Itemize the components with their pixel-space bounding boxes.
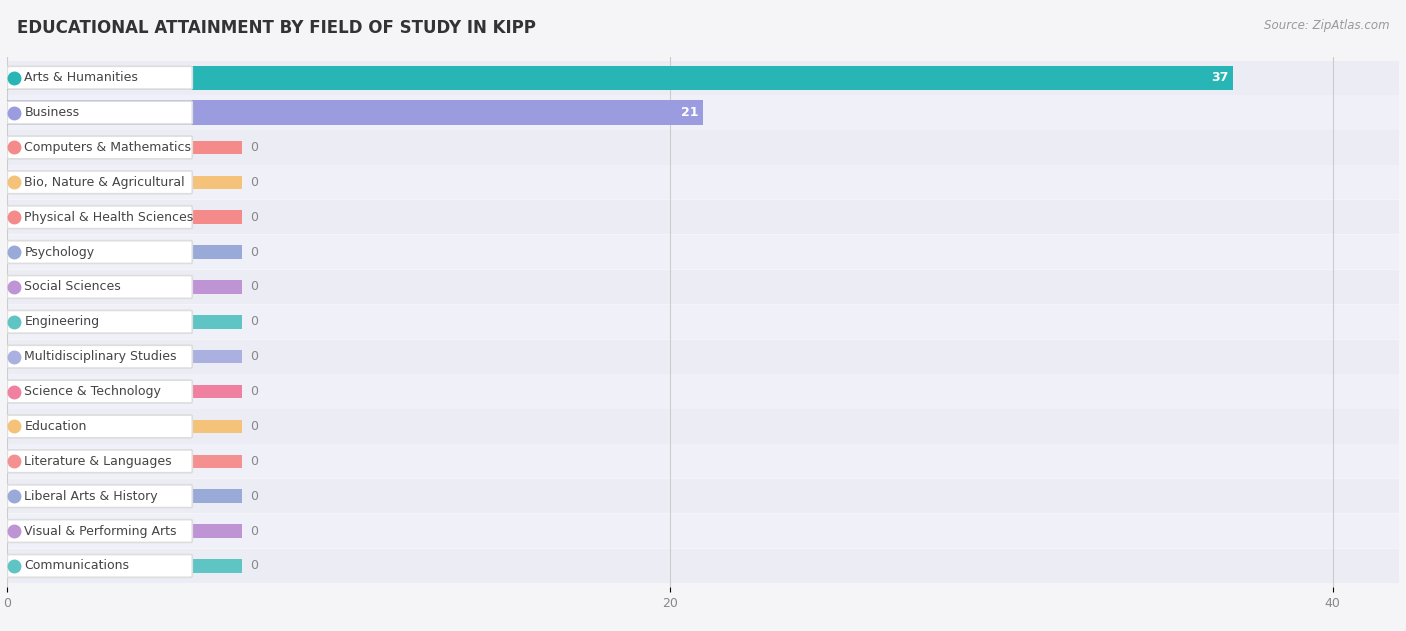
Bar: [7, 66, 1233, 90]
Bar: [183, 211, 242, 224]
Text: 0: 0: [250, 141, 259, 154]
FancyBboxPatch shape: [7, 276, 193, 298]
Text: 37: 37: [1211, 71, 1229, 84]
FancyBboxPatch shape: [7, 555, 193, 577]
Bar: [7, 235, 1399, 269]
Text: Physical & Health Sciences: Physical & Health Sciences: [24, 211, 194, 224]
Bar: [183, 454, 242, 468]
Bar: [183, 524, 242, 538]
FancyBboxPatch shape: [7, 450, 193, 473]
Bar: [183, 280, 242, 293]
Bar: [7, 339, 1399, 374]
Bar: [183, 141, 242, 154]
FancyBboxPatch shape: [7, 520, 193, 543]
FancyBboxPatch shape: [7, 206, 193, 228]
Text: Communications: Communications: [24, 560, 129, 572]
FancyBboxPatch shape: [7, 380, 193, 403]
FancyBboxPatch shape: [7, 66, 193, 89]
FancyBboxPatch shape: [7, 345, 193, 368]
Text: 0: 0: [250, 176, 259, 189]
Bar: [7, 61, 1399, 95]
Text: Visual & Performing Arts: Visual & Performing Arts: [24, 524, 177, 538]
Text: Business: Business: [24, 106, 79, 119]
Bar: [183, 315, 242, 329]
Bar: [7, 374, 1399, 409]
Bar: [7, 270, 1399, 304]
Text: Literature & Languages: Literature & Languages: [24, 455, 172, 468]
Text: 0: 0: [250, 385, 259, 398]
Bar: [183, 559, 242, 572]
Text: Science & Technology: Science & Technology: [24, 385, 162, 398]
Text: 0: 0: [250, 211, 259, 224]
Text: Psychology: Psychology: [24, 245, 94, 259]
Text: Source: ZipAtlas.com: Source: ZipAtlas.com: [1264, 19, 1389, 32]
Bar: [183, 490, 242, 503]
Text: 0: 0: [250, 350, 259, 363]
Text: 0: 0: [250, 280, 259, 293]
FancyBboxPatch shape: [7, 101, 193, 124]
FancyBboxPatch shape: [7, 415, 193, 438]
Text: Arts & Humanities: Arts & Humanities: [24, 71, 138, 84]
Bar: [183, 420, 242, 433]
Bar: [7, 200, 1399, 234]
FancyBboxPatch shape: [7, 136, 193, 159]
Bar: [183, 350, 242, 363]
Text: Engineering: Engineering: [24, 316, 100, 328]
Text: Education: Education: [24, 420, 87, 433]
FancyBboxPatch shape: [7, 310, 193, 333]
Text: 21: 21: [681, 106, 697, 119]
Bar: [183, 175, 242, 189]
Text: 0: 0: [250, 455, 259, 468]
Bar: [7, 514, 1399, 548]
Bar: [7, 95, 1399, 130]
Bar: [7, 305, 1399, 339]
Bar: [7, 100, 703, 125]
Text: 0: 0: [250, 245, 259, 259]
Bar: [7, 410, 1399, 444]
Text: 0: 0: [250, 560, 259, 572]
Text: Multidisciplinary Studies: Multidisciplinary Studies: [24, 350, 177, 363]
Bar: [7, 131, 1399, 165]
Bar: [183, 245, 242, 259]
Bar: [7, 479, 1399, 513]
Text: 0: 0: [250, 316, 259, 328]
Bar: [7, 549, 1399, 583]
Text: 0: 0: [250, 490, 259, 503]
Text: Bio, Nature & Agricultural: Bio, Nature & Agricultural: [24, 176, 184, 189]
FancyBboxPatch shape: [7, 485, 193, 507]
Text: 0: 0: [250, 524, 259, 538]
Bar: [7, 165, 1399, 199]
Bar: [7, 444, 1399, 478]
Text: 0: 0: [250, 420, 259, 433]
Bar: [183, 385, 242, 398]
Text: Computers & Mathematics: Computers & Mathematics: [24, 141, 191, 154]
Text: Social Sciences: Social Sciences: [24, 280, 121, 293]
Text: EDUCATIONAL ATTAINMENT BY FIELD OF STUDY IN KIPP: EDUCATIONAL ATTAINMENT BY FIELD OF STUDY…: [17, 19, 536, 37]
FancyBboxPatch shape: [7, 240, 193, 264]
FancyBboxPatch shape: [7, 171, 193, 194]
Text: Liberal Arts & History: Liberal Arts & History: [24, 490, 157, 503]
